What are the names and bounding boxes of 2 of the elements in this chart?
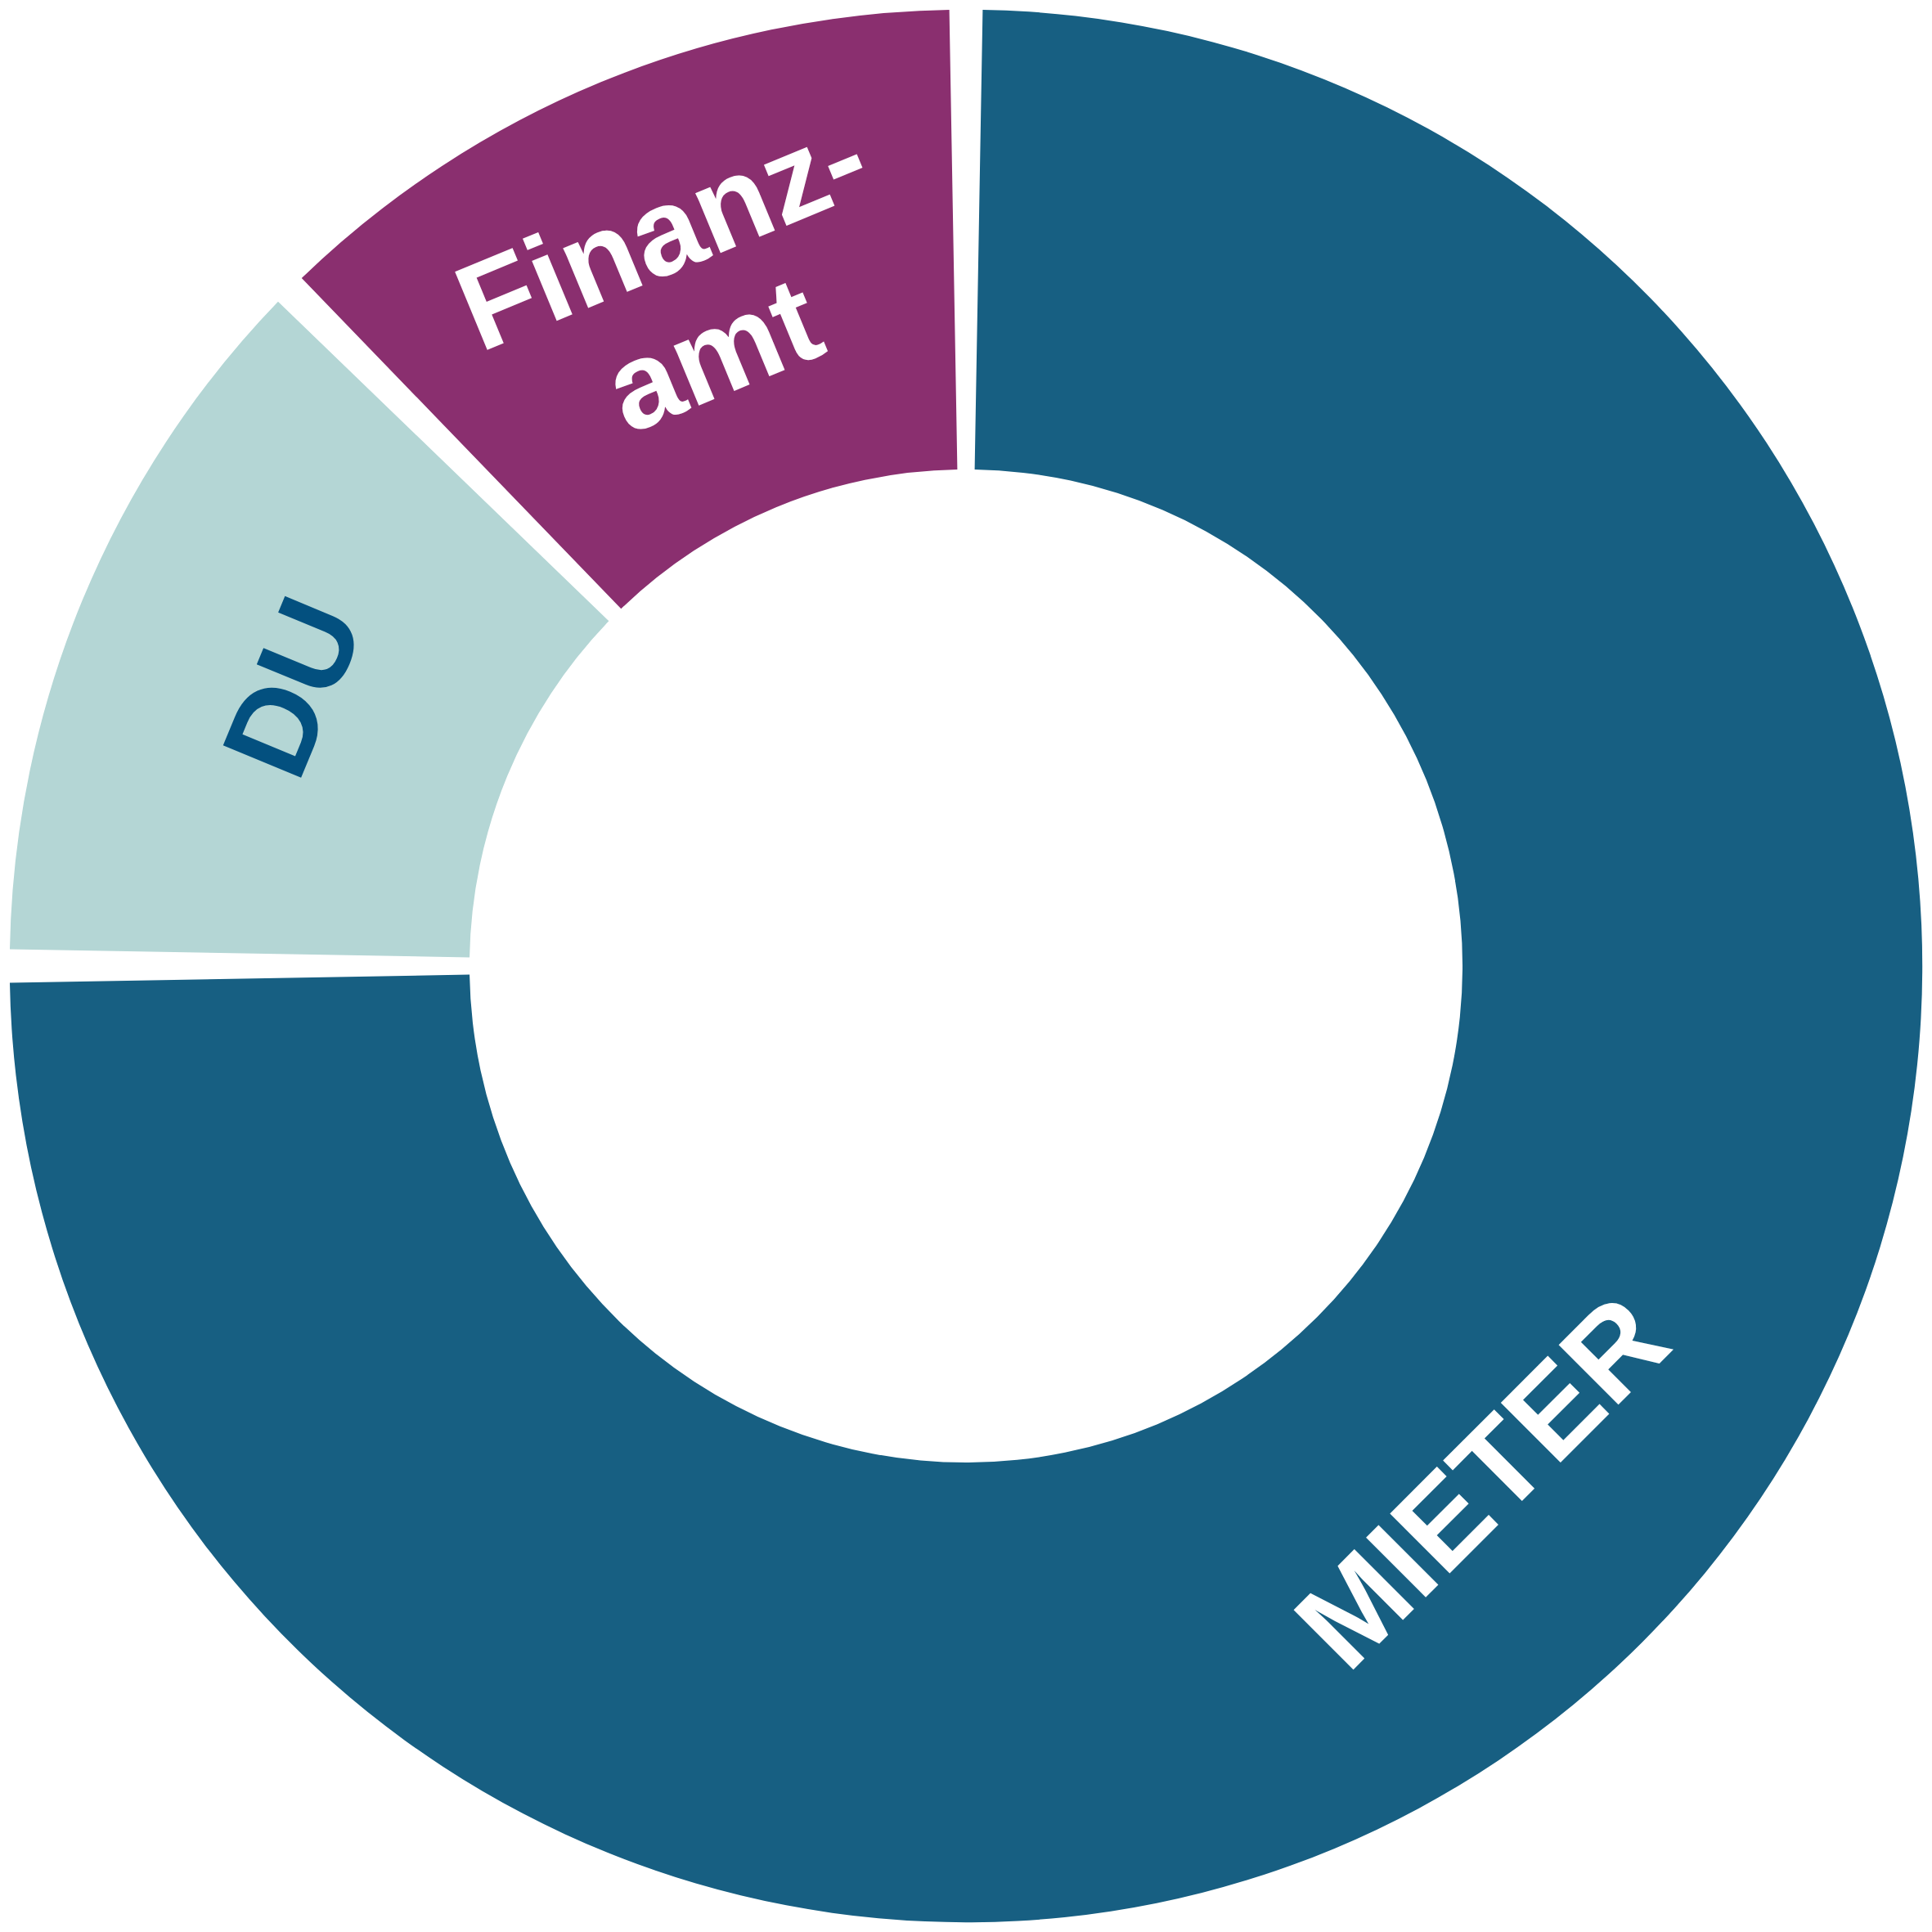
slice-label: Finanz- amt: [437, 85, 887, 460]
slice-label: DU: [195, 578, 390, 796]
